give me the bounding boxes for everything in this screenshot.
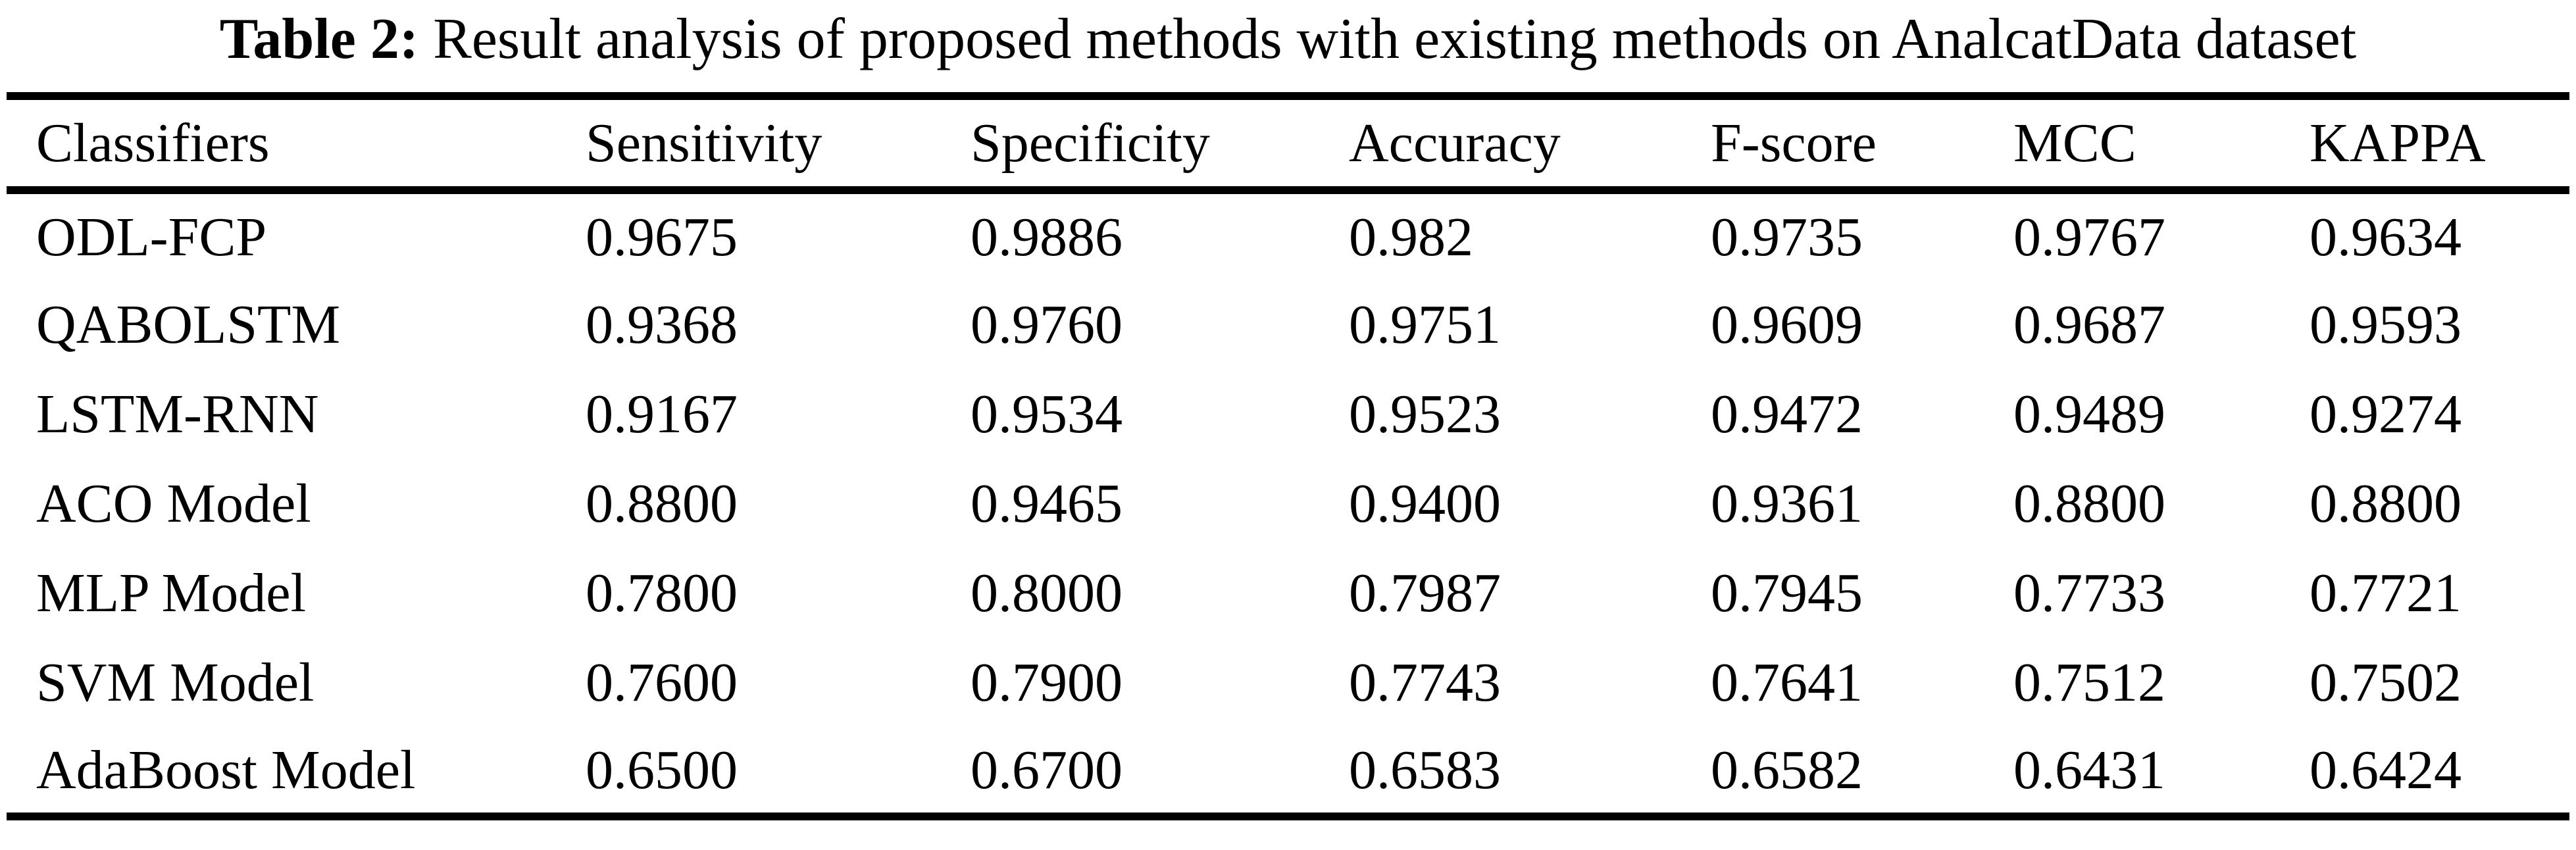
value-cell: 0.7641 [1711,651,1863,713]
classifier-cell: ACO Model [36,472,311,534]
column-header-mcc: MCC [2013,113,2136,174]
column-header-classifiers: Classifiers [36,113,270,174]
table-row: LSTM-RNN 0.9167 0.9534 0.9523 0.9472 0.9… [7,369,2569,459]
value-cell: 0.982 [1349,206,1473,268]
table-row: ACO Model 0.8800 0.9465 0.9400 0.9361 0.… [7,459,2569,548]
value-cell: 0.9609 [1711,293,1863,355]
value-cell: 0.9634 [2310,206,2462,268]
table-figure: Table 2: Result analysis of proposed meth… [0,7,2576,820]
value-cell: 0.9167 [586,383,738,445]
classifier-cell: QABOLSTM [36,293,341,355]
value-cell: 0.8800 [586,472,738,534]
value-cell: 0.9593 [2310,293,2462,355]
value-cell: 0.9274 [2310,383,2462,445]
classifier-cell: ODL-FCP [36,206,267,268]
value-cell: 0.7900 [971,651,1123,713]
value-cell: 0.7945 [1711,562,1863,624]
value-cell: 0.6582 [1711,739,1863,801]
value-cell: 0.9675 [586,206,738,268]
column-header-sensitivity: Sensitivity [586,113,822,174]
value-cell: 0.9400 [1349,472,1501,534]
value-cell: 0.6700 [971,739,1123,801]
column-header-accuracy: Accuracy [1349,113,1561,174]
classifier-cell: AdaBoost Model [36,739,416,801]
value-cell: 0.8000 [971,562,1123,624]
table-row: ODL-FCP 0.9675 0.9886 0.982 0.9735 0.976… [7,190,2569,280]
table-row: QABOLSTM 0.9368 0.9760 0.9751 0.9609 0.9… [7,280,2569,369]
value-cell: 0.7800 [586,562,738,624]
value-cell: 0.9735 [1711,206,1863,268]
classifier-cell: SVM Model [36,651,315,713]
classifier-cell: LSTM-RNN [36,383,319,445]
column-header-fscore: F-score [1711,113,1877,174]
value-cell: 0.9767 [2013,206,2165,268]
value-cell: 0.9886 [971,206,1123,268]
table-row: SVM Model 0.7600 0.7900 0.7743 0.7641 0.… [7,638,2569,727]
value-cell: 0.7502 [2310,651,2462,713]
value-cell: 0.8800 [2013,472,2165,534]
value-cell: 0.7743 [1349,651,1501,713]
table-row: MLP Model 0.7800 0.8000 0.7987 0.7945 0.… [7,548,2569,638]
column-header-kappa: KAPPA [2310,113,2486,174]
value-cell: 0.9489 [2013,383,2165,445]
column-header-specificity: Specificity [971,113,1210,174]
table-caption-text: Result analysis of proposed methods with… [433,7,2357,71]
value-cell: 0.9534 [971,383,1123,445]
value-cell: 0.9361 [1711,472,1863,534]
table-caption-label: Table 2: [219,7,419,71]
value-cell: 0.9523 [1349,383,1501,445]
value-cell: 0.7721 [2310,562,2462,624]
value-cell: 0.7600 [586,651,738,713]
value-cell: 0.7512 [2013,651,2165,713]
value-cell: 0.9687 [2013,293,2165,355]
header-row: Classifiers Sensitivity Specificity Accu… [7,96,2569,190]
value-cell: 0.7733 [2013,562,2165,624]
value-cell: 0.7987 [1349,562,1501,624]
value-cell: 0.9368 [586,293,738,355]
table-row: AdaBoost Model 0.6500 0.6700 0.6583 0.65… [7,727,2569,816]
value-cell: 0.6431 [2013,739,2165,801]
value-cell: 0.6424 [2310,739,2462,801]
value-cell: 0.6500 [586,739,738,801]
table-caption: Table 2: Result analysis of proposed meth… [0,7,2576,72]
value-cell: 0.9751 [1349,293,1501,355]
value-cell: 0.9465 [971,472,1123,534]
value-cell: 0.6583 [1349,739,1501,801]
classifier-cell: MLP Model [36,562,306,624]
value-cell: 0.9760 [971,293,1123,355]
value-cell: 0.9472 [1711,383,1863,445]
results-table: Classifiers Sensitivity Specificity Accu… [7,92,2569,820]
value-cell: 0.8800 [2310,472,2462,534]
